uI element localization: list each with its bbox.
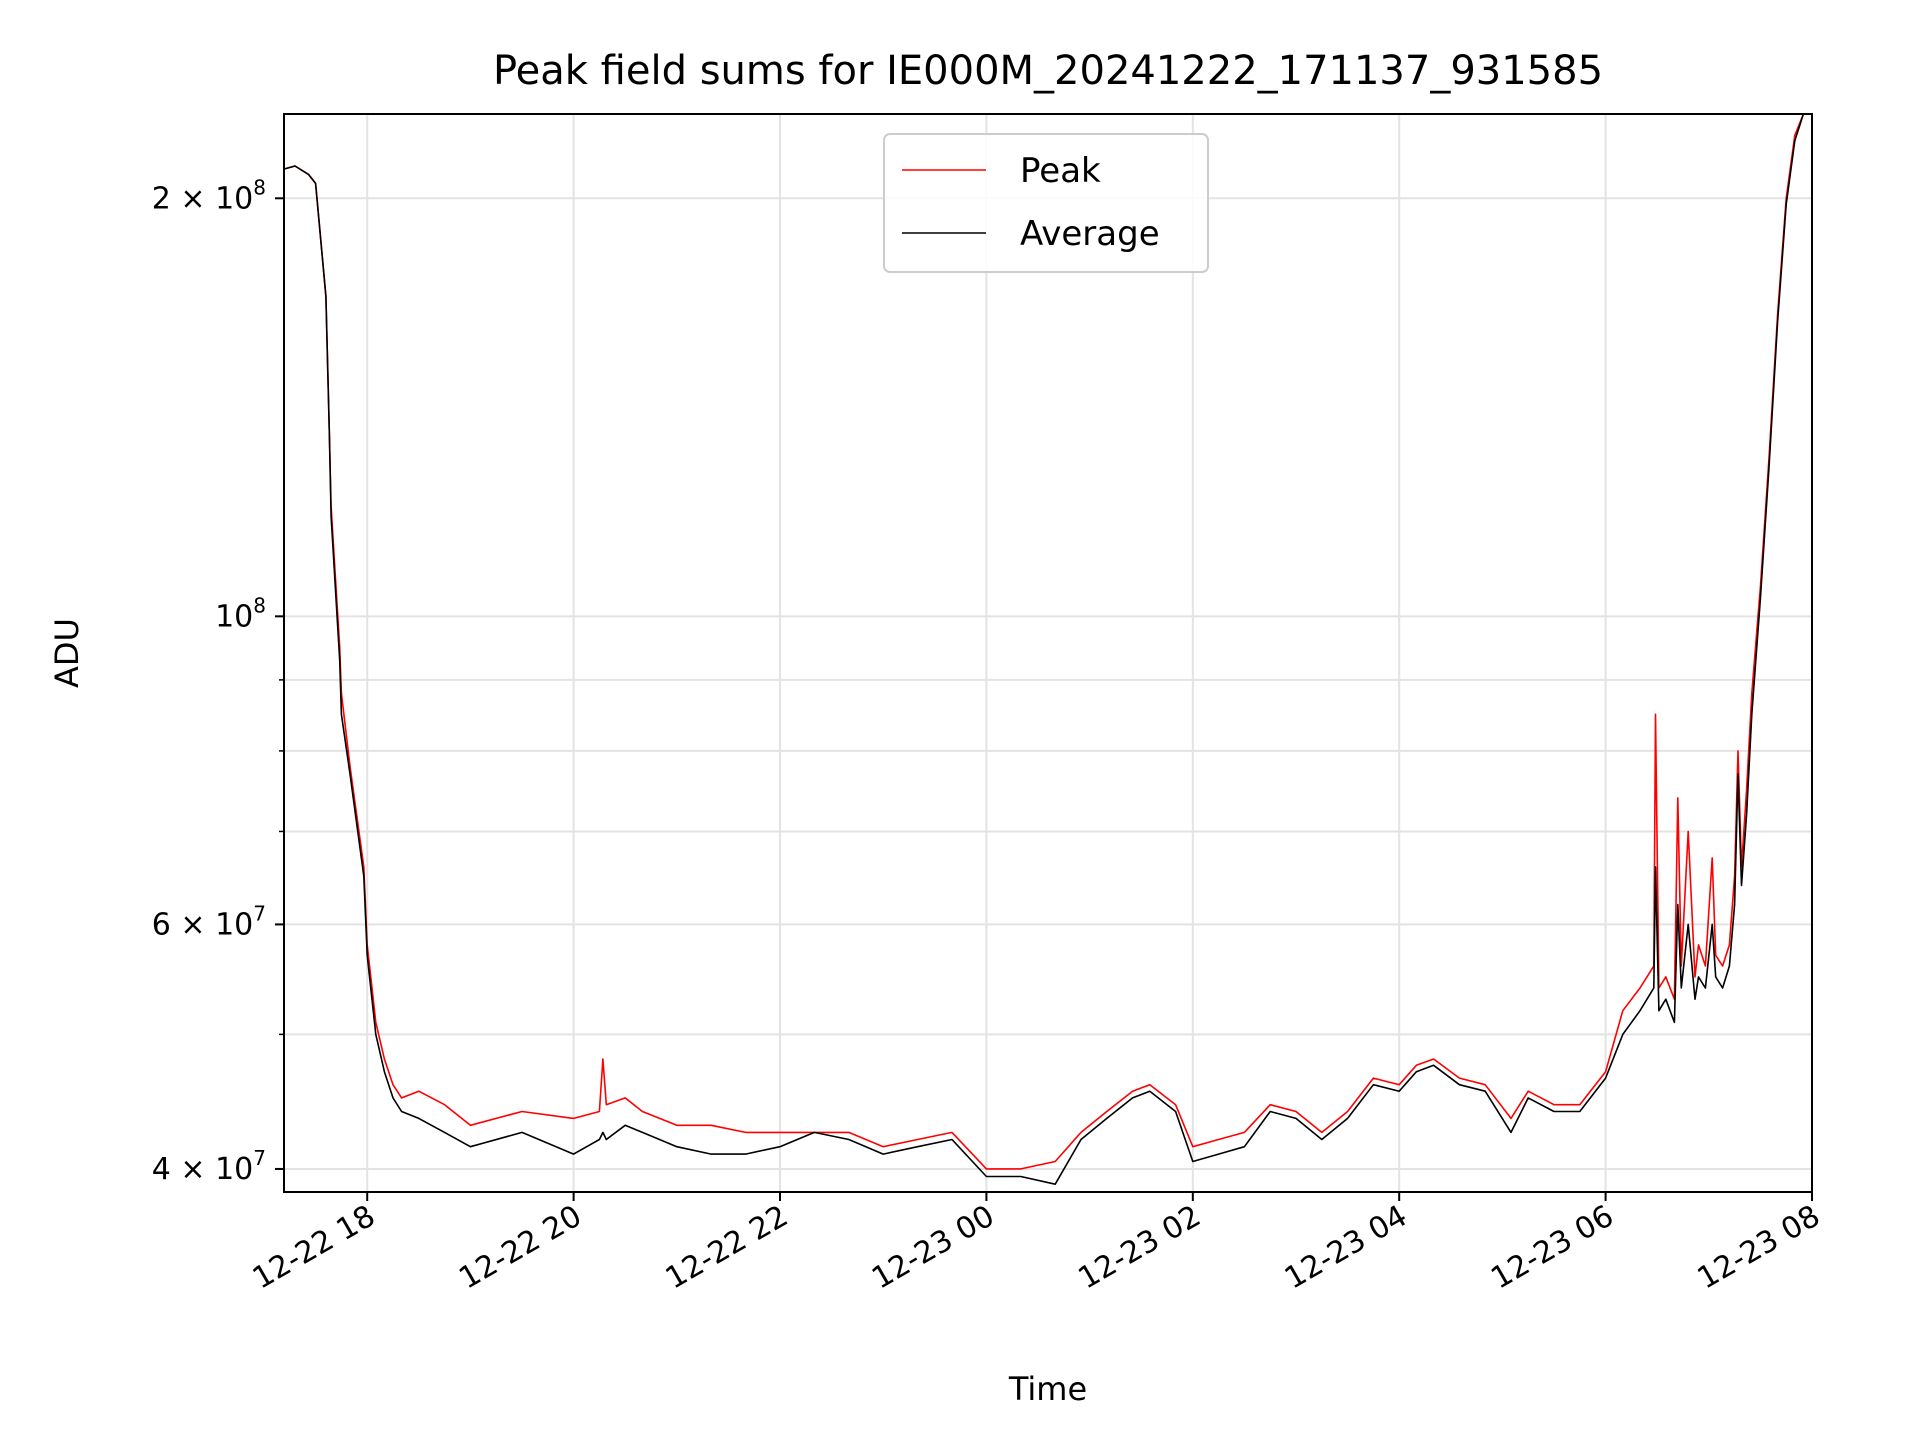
y-axis: 4 × 107 6 × 107 108 2 × 108: [152, 175, 284, 1187]
x-axis-title: Time: [1008, 1370, 1087, 1408]
y-axis-title: ADU: [48, 618, 86, 688]
series-line-peak: [284, 113, 1805, 1170]
y-tick-label: 4 × 107: [152, 1146, 266, 1187]
legend-label-average: Average: [1020, 214, 1160, 254]
series-layer: [284, 113, 1805, 1185]
y-tick-label: 2 × 108: [152, 175, 266, 216]
chart-title: Peak field sums for IE000M_20241222_1711…: [493, 48, 1603, 94]
y-tick-label: 108: [215, 593, 266, 634]
y-tick-label: 6 × 107: [152, 901, 266, 942]
legend: Peak Average: [883, 133, 1209, 273]
series-line-average: [284, 113, 1805, 1185]
plot-frame: [283, 113, 1813, 1193]
legend-box: [883, 133, 1209, 273]
legend-label-peak: Peak: [1020, 151, 1101, 191]
